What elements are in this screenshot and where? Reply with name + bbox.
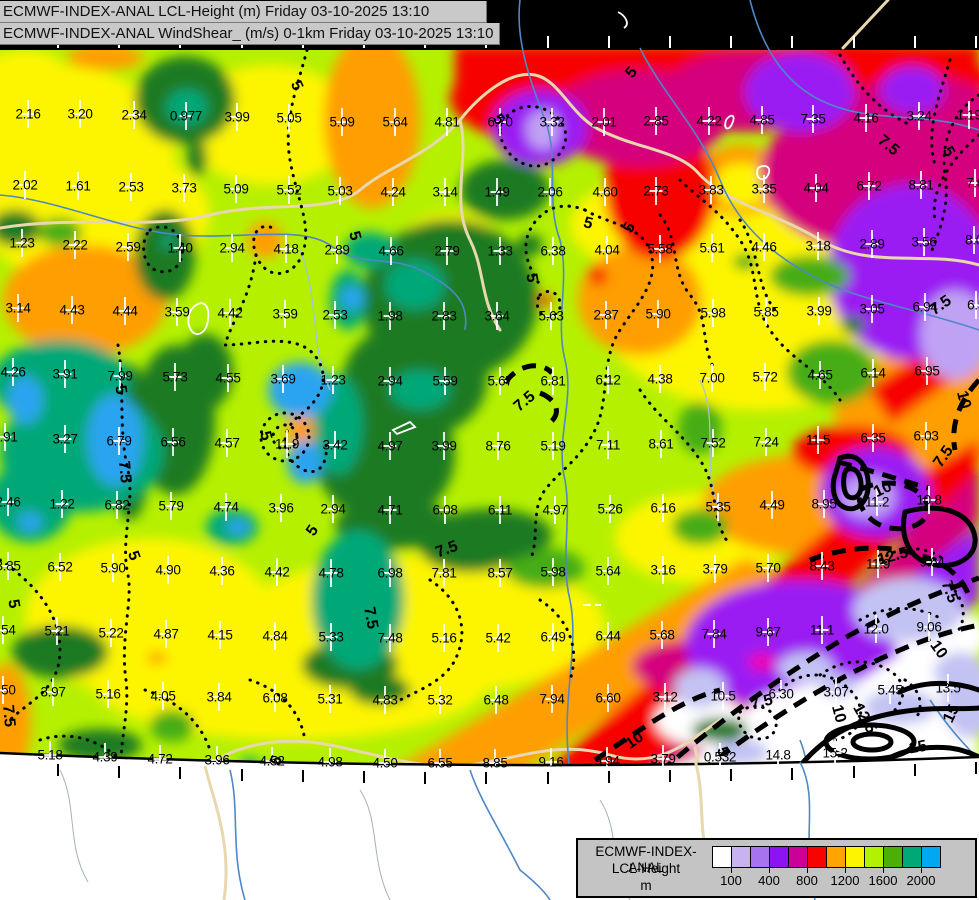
legend-swatch-5 [788,846,808,868]
legend-swatch-7 [826,846,846,868]
legend-swatch-4 [769,846,789,868]
title-line-2: ECMWF-INDEX-ANAL WindShear_ (m/s) 0-1km … [0,23,500,45]
dotted-contours [0,48,979,774]
legend-scale-number: 100 [720,873,742,888]
legend-swatch-10 [883,846,903,868]
legend-scale-number: 400 [758,873,780,888]
title-line-1: ECMWF-INDEX-ANAL LCL-Height (m) Friday 0… [0,1,487,23]
legend-swatch-9 [864,846,884,868]
legend-scale-tick [807,868,808,873]
legend-swatch-1 [712,846,732,868]
legend-scale-tick [921,868,922,873]
bold-dashed-contours [502,363,979,774]
map-bottom-edge [0,751,979,767]
legend-swatch-3 [750,846,770,868]
legend: ECMWF-INDEX-ANAL LCL-Height m 100 400 800 1… [576,838,977,898]
legend-swatch-12 [921,846,941,868]
legend-swatch-6 [807,846,827,868]
legend-scale-tick [883,868,884,873]
legend-scale-number: 800 [796,873,818,888]
legend-swatch-8 [845,846,865,868]
legend-title: ECMWF-INDEX-ANAL [595,844,697,875]
legend-unit: m [640,878,652,893]
legend-swatch-11 [902,846,922,868]
legend-scale-number: 2000 [906,873,936,888]
legend-scale-tick [731,868,732,873]
legend-scale-tick [769,868,770,873]
white-contour-fragments [187,11,771,606]
legend-scale-number: 1200 [830,873,860,888]
legend-swatch-2 [731,846,751,868]
legend-scale-tick [845,868,846,873]
legend-subtitle: LCL-Height [611,861,681,876]
bold-solid-contours [792,453,979,775]
legend-scale-number: 1600 [868,873,898,888]
